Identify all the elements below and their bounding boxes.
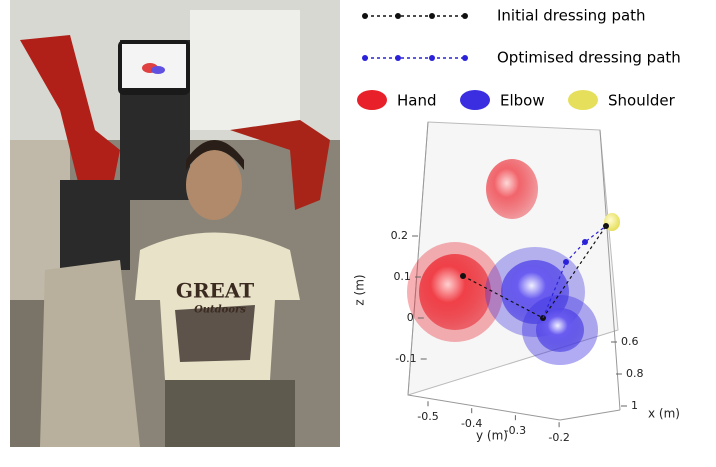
legend-label: Initial dressing path bbox=[497, 7, 646, 25]
legend-swatch bbox=[357, 90, 387, 110]
y-tick-label: -0.4 bbox=[461, 417, 482, 430]
legend-marker bbox=[429, 13, 435, 19]
z-tick-label: 0.2 bbox=[391, 229, 409, 242]
legend-swatch bbox=[460, 90, 490, 110]
y-tick-label: -0.2 bbox=[548, 431, 569, 444]
legend-marker bbox=[462, 13, 468, 19]
legend-marker bbox=[462, 55, 468, 61]
x-tick-label: 0.6 bbox=[621, 335, 639, 348]
z-axis-label: z (m) bbox=[353, 274, 367, 305]
legend-label: Optimised dressing path bbox=[497, 49, 681, 67]
photo: GREAT Outdoors bbox=[10, 0, 340, 447]
ellipsoids bbox=[407, 159, 620, 365]
y-tick-label: -0.3 bbox=[505, 424, 526, 437]
legend-marker bbox=[362, 13, 368, 19]
legend-marker bbox=[395, 13, 401, 19]
legend-marker bbox=[429, 55, 435, 61]
legend-label: Shoulder bbox=[608, 92, 676, 110]
x-tick-label: 0.8 bbox=[626, 367, 644, 380]
legend-label: Elbow bbox=[500, 92, 545, 110]
shirt-text: GREAT bbox=[176, 279, 254, 303]
y-axis-label: y (m) bbox=[476, 429, 508, 443]
z-tick-label: 0.1 bbox=[393, 270, 411, 283]
shirt-text: Outdoors bbox=[194, 305, 246, 316]
x-axis-label: x (m) bbox=[648, 407, 680, 421]
y-tick-label: -0.5 bbox=[417, 410, 438, 423]
legend-swatch bbox=[568, 90, 598, 110]
z-tick-label: 0 bbox=[407, 311, 414, 324]
plot-paths bbox=[460, 223, 609, 321]
legend-marker bbox=[395, 55, 401, 61]
legend-marker bbox=[362, 55, 368, 61]
z-tick-label: -0.1 bbox=[395, 352, 416, 365]
x-tick-label: 1 bbox=[631, 399, 638, 412]
legend-label: Hand bbox=[397, 92, 437, 110]
